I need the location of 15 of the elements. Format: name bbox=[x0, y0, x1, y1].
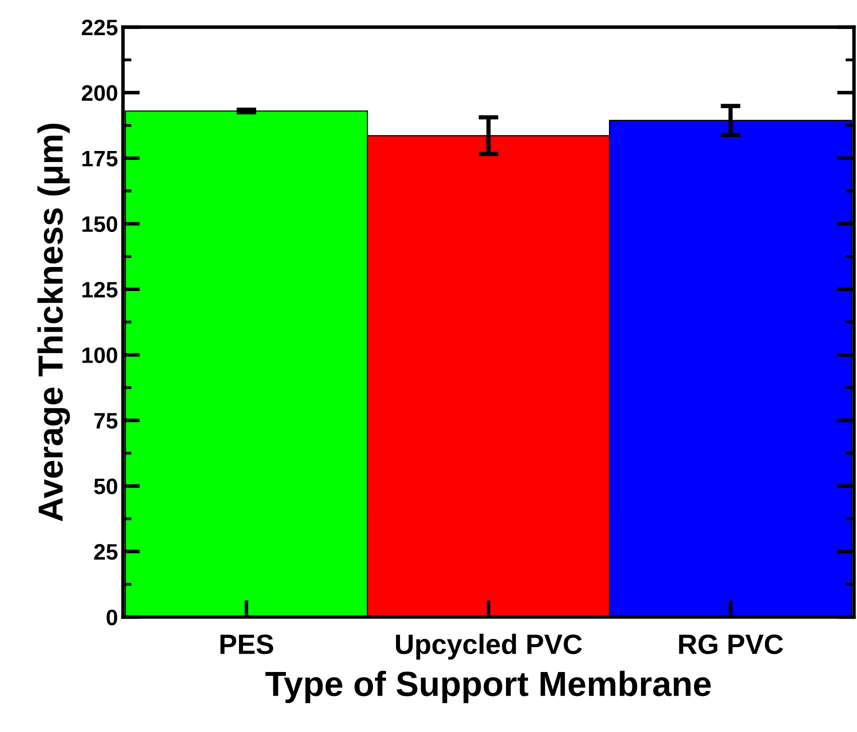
x-tick-label: PES bbox=[220, 634, 274, 654]
y-axis-title: Average Thickness (μm) bbox=[37, 124, 70, 522]
y-tick-label: 100 bbox=[82, 347, 118, 364]
x-axis-title: Type of Support Membrane bbox=[265, 670, 711, 704]
x-tick-label: Upcycled PVC bbox=[396, 634, 582, 660]
y-tick-label: 150 bbox=[82, 216, 118, 232]
y-tick-label: 75 bbox=[94, 413, 118, 429]
y-tick-label: 175 bbox=[82, 150, 118, 166]
y-tick-label: 0 bbox=[106, 610, 118, 626]
y-tick-label: 50 bbox=[94, 478, 118, 494]
x-tick-label: RG PVC bbox=[679, 634, 784, 654]
y-tick-label: 125 bbox=[82, 282, 118, 298]
y-tick-label: 200 bbox=[82, 85, 118, 101]
y-tick-label: 225 bbox=[82, 20, 118, 36]
y-tick-label: 25 bbox=[94, 544, 118, 560]
